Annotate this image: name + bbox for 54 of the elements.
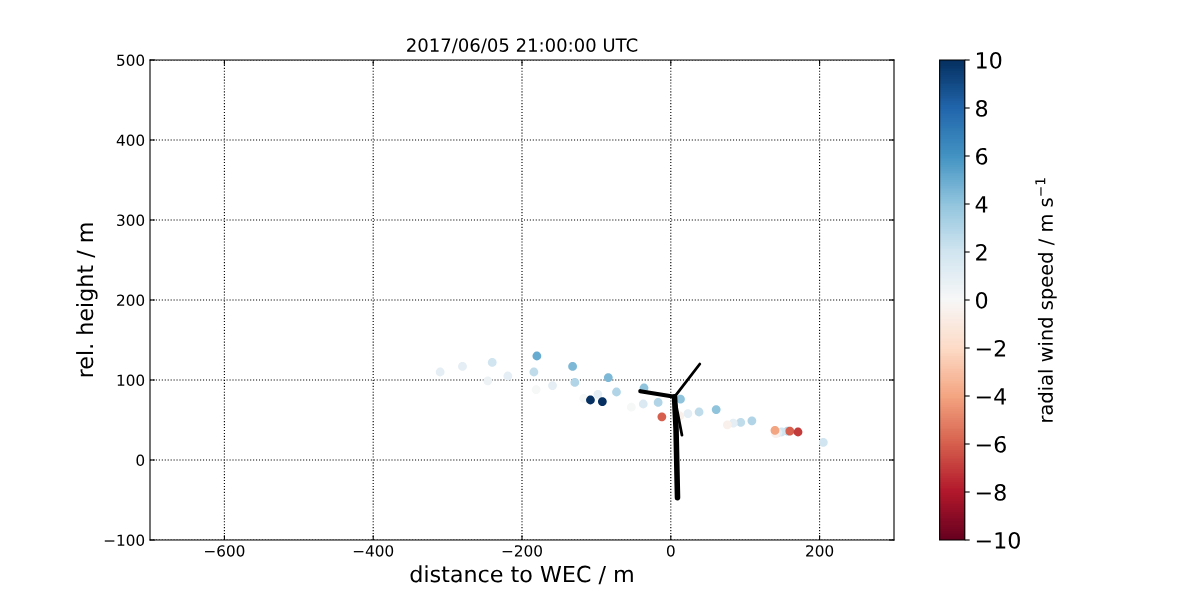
point [483,376,493,386]
x-tick-label: 200 [806,545,834,557]
point [612,387,621,397]
color-bar-label: 2 [976,243,987,261]
point [676,394,685,404]
point [458,362,467,371]
x-tick-label: −200 [502,545,542,557]
color-bar-label: 8 [976,99,988,117]
color-bar-label: 4 [975,196,988,213]
x-axis-title: distance to WEC / m [410,565,633,585]
point [657,412,667,422]
y-tick-label: 500 [117,54,145,67]
point [638,399,648,409]
point [568,362,577,371]
color-bar-label: −4 [976,388,1007,405]
point [793,427,803,437]
color-bar-label: 6 [976,147,988,165]
point [597,397,607,406]
y-tick-label: 200 [117,294,145,307]
color-bar-label: −10 [976,531,1020,549]
point [736,418,746,427]
point [694,407,704,417]
point [818,438,828,447]
x-tick-label: −400 [353,545,394,557]
x-tick-label: −600 [205,545,245,557]
point [487,358,497,367]
y-tick-label: 300 [117,214,145,227]
chart-title: 2017/06/05 21:00:00 UTC [407,38,638,54]
point [603,373,613,382]
point [593,390,603,399]
y-tick-label: 0 [136,454,145,467]
point [653,398,663,407]
point [570,378,580,387]
point [529,367,539,377]
y-tick-label: 100 [117,374,145,387]
y-tick-label: 400 [116,134,145,147]
x-tick-label: 0 [666,545,675,557]
color-bar-label: −2 [976,339,1006,357]
point [503,371,513,381]
color-bar-label: 0 [975,291,988,309]
color-bar-label: 10 [976,51,1002,69]
point [586,395,595,405]
point [532,351,542,361]
color-bar-label: −8 [976,483,1006,501]
point [711,405,721,414]
point [683,409,693,418]
point [747,416,757,426]
point [548,381,557,390]
y-axis-title: rel. height / m [76,223,98,377]
y-tick-label: −100 [104,534,145,547]
point [722,420,732,430]
point [435,367,445,377]
color-bar-label: −6 [976,435,1006,453]
color-bar-title: radial wind speed / m s$^{−1}$ [1035,178,1057,422]
